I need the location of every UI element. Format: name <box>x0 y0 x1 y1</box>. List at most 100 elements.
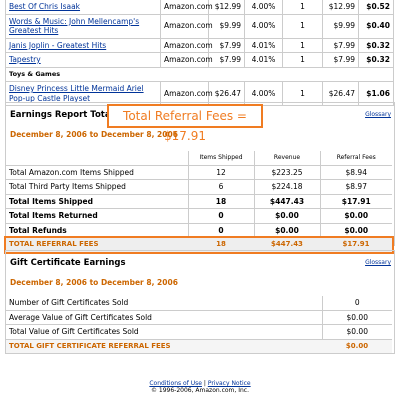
item-row: Best Of Chris Isaak Amazon.com $12.99 4.00%… <box>5 0 394 15</box>
gift-cell: Number of Gift Certificates Sold <box>6 296 322 311</box>
item-cell: 1 <box>282 13 323 39</box>
gift-cell: $0.00 <box>321 310 392 325</box>
header-cell <box>6 151 188 166</box>
totals-cell: Total Third Party Items Shipped <box>6 179 188 195</box>
footer-link[interactable]: Privacy Notice <box>207 380 251 387</box>
group-row: Toys & Games <box>5 66 394 82</box>
item-cell: Amazon.com <box>160 37 213 53</box>
totals-row: Total Amazon.com Items Shipped 12 $223.25 $… <box>6 165 392 180</box>
item-cell: 4.00% <box>244 13 283 39</box>
totals-row: Total Refunds 0 $0.00 $0.00 <box>6 223 392 238</box>
item-cell: 1 <box>282 37 323 53</box>
totals-cell: $0.00 <box>319 223 392 238</box>
item-cell: Disney Princess Little Mermaid Ariel Pop… <box>5 81 161 106</box>
header-cell: Revenue <box>253 151 320 166</box>
gift-cell: $0.00 <box>321 324 392 340</box>
footer-links: Conditions of Use | Privacy Notice <box>0 380 400 387</box>
item-cell: 1 <box>282 52 323 68</box>
item-link[interactable]: Words & Music: John Mellencamp's Greates… <box>9 16 140 36</box>
item-cell: $0.52 <box>358 0 394 15</box>
item-cell: $7.99 <box>322 52 359 68</box>
totals-cell: $0.00 <box>319 208 392 224</box>
item-cell: Amazon.com <box>160 0 213 15</box>
total-cell: 18 <box>188 237 254 253</box>
item-cell: $7.99 <box>322 37 359 53</box>
totals-cell: Total Items Returned <box>6 208 188 224</box>
header-cell: Referral Fees <box>319 151 392 166</box>
section-title: Earnings Report Totals <box>10 110 119 120</box>
item-cell: 1 <box>282 0 323 15</box>
item-link[interactable]: Disney Princess Little Mermaid Ariel Pop… <box>9 84 144 103</box>
item-cell: $12.99 <box>322 0 359 15</box>
totals-cell: $224.18 <box>253 179 320 195</box>
date-range: December 8, 2006 to December 8, 2006 <box>10 130 178 139</box>
item-row: Janis Joplin - Greatest Hits Amazon.com $7… <box>5 37 394 53</box>
totals-cell: 18 <box>187 194 254 209</box>
glossary-link[interactable]: Glossary <box>365 259 391 266</box>
item-cell: Janis Joplin - Greatest Hits <box>5 37 161 53</box>
total-cell: $17.91 <box>320 237 392 253</box>
totals-cell: Total Items Shipped <box>6 194 188 209</box>
gift-row: Average Value of Gift Certificates Sold $… <box>6 310 392 325</box>
item-link[interactable]: Janis Joplin - Greatest Hits <box>9 40 107 50</box>
glossary-link[interactable]: Glossary <box>365 111 391 118</box>
footer-link[interactable]: Conditions of Use <box>149 380 202 387</box>
item-cell: 1 <box>282 81 323 106</box>
item-cell: Amazon.com <box>160 13 213 39</box>
totals-row: Total Items Returned 0 $0.00 $0.00 <box>6 208 392 224</box>
totals-cell: Total Refunds <box>6 223 188 238</box>
gift-table: Number of Gift Certificates Sold 0 Average… <box>6 296 392 354</box>
item-cell: $0.32 <box>358 52 394 68</box>
totals-row: Total Third Party Items Shipped 6 $224.18 $… <box>6 179 392 195</box>
gift-cell: Total Value of Gift Certificates Sold <box>6 324 322 340</box>
items-table: Best Of Chris Isaak Amazon.com $12.99 4.00%… <box>5 0 394 106</box>
totals-cell: $447.43 <box>253 194 320 209</box>
total-row: TOTAL REFERRAL FEES 18 $447.43 $17.91 <box>4 235 394 254</box>
item-cell: $0.32 <box>358 37 394 53</box>
gift-row: Total Value of Gift Certificates Sold $0.… <box>6 324 392 340</box>
total-cell: TOTAL REFERRAL FEES <box>6 237 188 253</box>
totals-row: Total Items Shipped 18 $447.43 $17.91 <box>6 194 392 209</box>
item-cell: Amazon.com <box>160 81 213 106</box>
totals-cell: $0.00 <box>253 208 320 224</box>
group-heading: Toys & Games <box>5 66 394 82</box>
item-cell: $26.47 <box>322 81 359 106</box>
item-cell: $1.06 <box>358 81 394 106</box>
totals-cell: $17.91 <box>319 194 392 209</box>
item-cell: Amazon.com <box>160 52 213 68</box>
separator: | <box>203 380 206 387</box>
gift-total-cell: TOTAL GIFT CERTIFICATE REFERRAL FEES <box>6 339 322 354</box>
item-cell: 4.01% <box>244 52 283 68</box>
totals-cell: 6 <box>187 179 254 195</box>
gift-cell: Average Value of Gift Certificates Sold <box>6 310 322 325</box>
item-row: Words & Music: John Mellencamp's Greates… <box>5 13 394 39</box>
totals-cell: 12 <box>187 165 254 180</box>
item-cell: $12.99 <box>208 0 245 15</box>
item-cell: $7.99 <box>208 37 245 53</box>
item-row: Disney Princess Little Mermaid Ariel Pop… <box>5 81 394 106</box>
total-cell: $447.43 <box>254 237 320 253</box>
header-cell: Items Shipped <box>187 151 254 166</box>
item-cell: Best Of Chris Isaak <box>5 0 161 15</box>
totals-cell: 0 <box>187 208 254 224</box>
gift-cell: 0 <box>321 296 392 311</box>
item-cell: $0.40 <box>358 13 394 39</box>
date-range: December 8, 2006 to December 8, 2006 <box>10 278 178 287</box>
gift-row: Number of Gift Certificates Sold 0 <box>6 296 392 311</box>
item-link[interactable]: Best Of Chris Isaak <box>9 2 81 11</box>
totals-cell: $8.97 <box>319 179 392 195</box>
gift-total-row: TOTAL GIFT CERTIFICATE REFERRAL FEES $0.0… <box>6 339 392 354</box>
item-cell: $9.99 <box>208 13 245 39</box>
totals-cell: 0 <box>187 223 254 238</box>
item-cell: 4.01% <box>244 37 283 53</box>
gift-total-cell: $0.00 <box>322 339 392 354</box>
section-title: Gift Certificate Earnings <box>10 258 126 268</box>
item-cell: Tapestry <box>5 52 161 68</box>
item-cell: Words & Music: John Mellencamp's Greates… <box>5 13 161 39</box>
copyright: © 1996-2006, Amazon.com, Inc. <box>151 387 249 394</box>
item-link[interactable]: Tapestry <box>9 55 41 64</box>
item-cell: $9.99 <box>322 13 359 39</box>
totals-table: Items Shipped Revenue Referral Fees Total A… <box>4 151 394 254</box>
item-row: Tapestry Amazon.com $7.99 4.01% 1 $7.99 $0.32 <box>5 52 394 68</box>
